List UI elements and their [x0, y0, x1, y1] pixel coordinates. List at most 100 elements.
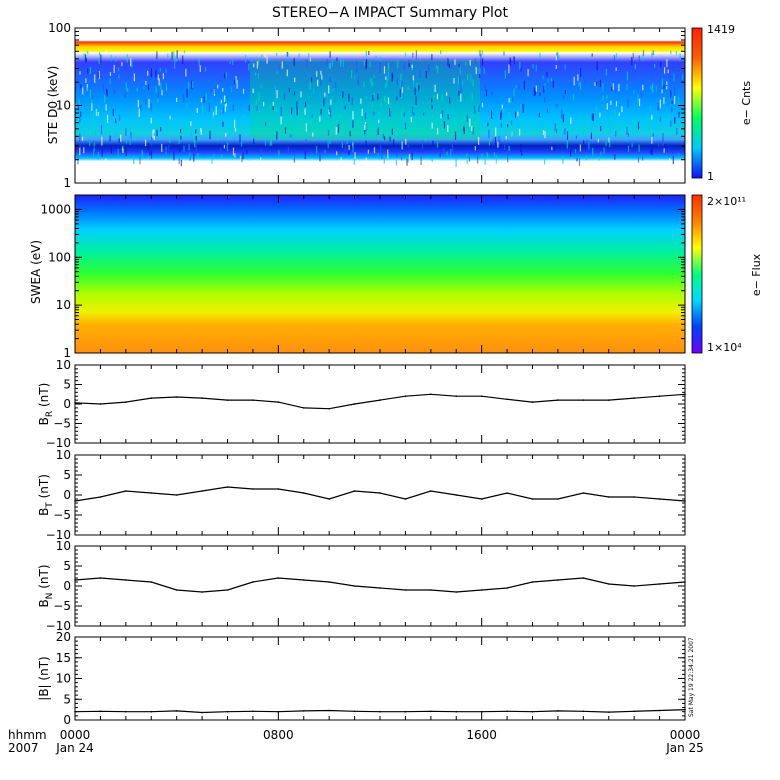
speckle	[532, 64, 534, 69]
speckle	[640, 92, 643, 98]
speckle	[78, 105, 80, 111]
speckle	[185, 68, 187, 77]
speckle	[401, 87, 403, 93]
b-point	[608, 711, 610, 713]
speckle	[538, 60, 540, 65]
speckle	[677, 97, 679, 106]
speckle	[556, 129, 558, 134]
speckle	[261, 54, 263, 59]
speckle	[177, 54, 179, 58]
b-point	[150, 397, 153, 399]
speckle	[591, 126, 593, 131]
speckle	[501, 104, 503, 109]
b-point	[582, 710, 585, 713]
speckle	[257, 73, 259, 79]
speckle	[87, 68, 89, 74]
speckle	[363, 61, 366, 66]
speckle	[145, 139, 147, 147]
speckle	[452, 107, 454, 116]
b-point	[99, 403, 102, 405]
speckle	[544, 83, 546, 90]
speckle	[130, 58, 132, 67]
b-point	[633, 710, 635, 713]
speckle	[435, 64, 437, 70]
speckle	[404, 52, 407, 57]
swea-colorbar-max: 2×10¹¹	[707, 195, 746, 208]
speckle	[662, 137, 664, 147]
speckle	[436, 94, 438, 100]
speckle	[79, 147, 81, 156]
b-point	[226, 589, 229, 591]
speckle	[113, 64, 115, 73]
b-point	[252, 488, 254, 490]
speckle	[128, 63, 130, 71]
speckle	[317, 79, 319, 87]
speckle	[260, 149, 262, 157]
speckle	[425, 71, 427, 79]
speckle	[186, 102, 188, 111]
speckle	[427, 64, 429, 70]
speckle	[294, 77, 296, 83]
speckle	[306, 59, 308, 67]
speckle	[223, 95, 226, 103]
speckle	[495, 155, 497, 164]
speckle	[484, 158, 486, 166]
b-point	[557, 498, 559, 500]
speckle	[91, 69, 93, 76]
speckle	[162, 73, 164, 80]
speckle	[517, 111, 519, 117]
speckle	[511, 128, 513, 136]
speckle	[231, 87, 233, 93]
speckle	[264, 122, 267, 126]
speckle	[369, 77, 371, 84]
b-point	[531, 581, 534, 583]
speckle	[670, 120, 672, 127]
speckle	[254, 159, 256, 163]
speckle	[348, 93, 350, 102]
speckle	[121, 62, 123, 67]
speckle	[160, 82, 162, 90]
b-ylabel: BR (nT)	[37, 383, 55, 426]
speckle	[646, 125, 648, 130]
speckle	[570, 117, 572, 124]
speckle	[663, 148, 665, 153]
speckle	[117, 148, 119, 157]
b-point	[353, 490, 356, 492]
speckle	[104, 95, 106, 103]
speckle	[114, 132, 116, 137]
speckle	[264, 139, 267, 146]
speckle	[519, 128, 521, 136]
speckle	[225, 103, 227, 107]
speckle	[217, 77, 219, 83]
b-point	[175, 710, 178, 712]
xtick-date-label: Jan 25	[665, 741, 704, 755]
speckle	[255, 98, 257, 105]
b-point	[557, 579, 559, 581]
speckle	[380, 98, 382, 108]
speckle	[354, 75, 356, 80]
swea-ylabel: SWEA (eV)	[29, 240, 43, 304]
speckle	[667, 69, 669, 74]
speckle	[81, 136, 84, 141]
speckle	[606, 95, 608, 99]
speckle	[474, 105, 476, 115]
speckle	[86, 87, 89, 92]
b-point	[303, 710, 305, 712]
speckle	[224, 73, 226, 79]
b-point	[379, 710, 381, 713]
speckle	[291, 107, 293, 114]
speckle	[503, 51, 505, 56]
speckle	[562, 131, 564, 138]
speckle	[324, 149, 326, 154]
speckle	[539, 52, 541, 59]
speckle	[145, 133, 147, 138]
speckle	[329, 106, 331, 113]
ytick-label: 5	[63, 692, 71, 706]
speckle	[679, 53, 681, 62]
ytick-label: −10	[46, 436, 71, 450]
speckle	[372, 95, 374, 101]
speckle	[153, 135, 155, 141]
b-point	[252, 399, 254, 401]
speckle	[508, 112, 510, 116]
